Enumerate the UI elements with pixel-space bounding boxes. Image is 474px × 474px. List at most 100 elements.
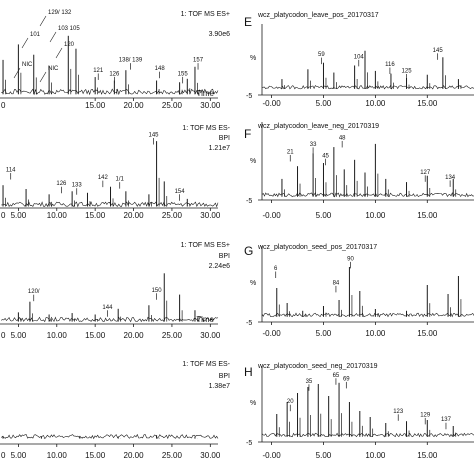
peak-label-157: 157 — [193, 58, 204, 64]
top-left-label-cluster: 129/ 132 101 103 105 120 NIC NIC — [13, 10, 80, 83]
x-tick-label: 30.00 — [200, 451, 221, 460]
x-tick-label: 15.00 — [417, 451, 438, 460]
peak-label-120: 120/ — [28, 289, 40, 295]
chart-panel-G: 6 84 90 -0.00 5.00 10.00 15.00 G wcz_platycodon_… — [244, 244, 474, 338]
panel-letter: E — [244, 15, 252, 29]
x-tick-label: 15.00 — [417, 211, 438, 220]
header-line-2: BPI — [219, 135, 230, 142]
y-tick-label: -5 — [246, 93, 252, 100]
peak-label-69: 69 — [343, 376, 350, 382]
chart-panel-left-1: 121 126 138/ 139 148 155 157 15.00 20.00 25.00 30… — [0, 11, 230, 110]
cluster-arrow-1 — [39, 15, 47, 27]
y-axis-label: % — [250, 158, 256, 165]
x-tick-label: 10.00 — [47, 451, 68, 460]
x-tick-label: 20.00 — [124, 101, 145, 110]
baseline-trace — [262, 85, 474, 90]
baseline-trace — [261, 192, 474, 198]
peak-label-20: 20 — [287, 399, 294, 405]
x-tick-label: 15.00 — [85, 331, 106, 340]
x-tick-label: 5.00 — [316, 329, 332, 338]
baseline-trace — [1, 201, 219, 208]
peak-label-33: 33 — [310, 142, 317, 148]
peak-label-134: 134 — [445, 175, 456, 181]
x-tick-label: 5.00 — [11, 331, 27, 340]
header-line-1: 1: TOF MS ES+ — [181, 11, 230, 18]
baseline-trace — [261, 432, 474, 438]
header-line-2: BPI — [219, 253, 230, 260]
peak-label-21: 21 — [287, 149, 294, 155]
peak-label-90: 90 — [347, 256, 354, 262]
x-tick-label: 30.00 — [200, 211, 221, 220]
peak-label-126: 126 — [56, 181, 67, 187]
x-tick-label: 10.00 — [365, 451, 386, 460]
y-axis-label: % — [250, 280, 256, 287]
peak-label-104: 104 — [354, 54, 365, 60]
peak-label-11: 1/1 — [116, 177, 125, 183]
panel-letter: F — [244, 127, 251, 141]
y-axis-label: % — [250, 55, 256, 62]
peak-label-137: 137 — [441, 417, 452, 423]
peak-label-155: 155 — [178, 71, 189, 77]
x-tick-label: 15.00 — [417, 99, 438, 108]
chart-panel-E: 59 104 116 125 145 -0.00 5.00 10.00 15.00 E wcz_pl… — [244, 12, 474, 108]
x-tick-label: 15.00 — [85, 451, 106, 460]
y-tick-label: -5 — [246, 198, 252, 205]
cluster-label-1: 129/ 132 — [48, 10, 72, 16]
peak-label-138139: 138/ 139 — [119, 58, 143, 64]
peak-label-6: 6 — [274, 266, 278, 272]
peak-label-142: 142 — [98, 175, 109, 181]
peak-label-121: 121 — [93, 68, 104, 74]
baseline-trace — [1, 433, 219, 440]
x-tick-label-partial: 0 — [1, 211, 6, 220]
peak-label-35: 35 — [306, 379, 313, 385]
x-tick-label: 15.00 — [85, 101, 106, 110]
chart-title: wcz_platycodon_seed_pos_20170317 — [257, 244, 377, 251]
y-axis-label: % — [250, 400, 256, 407]
x-tick-label: 10.00 — [365, 211, 386, 220]
peak-label-133: 133 — [72, 183, 83, 189]
peak-label-144: 144 — [102, 305, 113, 311]
peak-label-154: 154 — [175, 189, 186, 195]
peak-label-116: 116 — [385, 62, 395, 68]
y-tick-label: -5 — [246, 440, 252, 447]
x-tick-label: 10.00 — [47, 331, 68, 340]
x-tick-label: 15.00 — [85, 211, 106, 220]
header-line-3: 2.24e6 — [209, 263, 231, 270]
peak-label-145: 145 — [149, 133, 160, 139]
x-tick-label: 5.00 — [11, 211, 27, 220]
cluster-label-3: 103 105 — [58, 26, 80, 32]
x-tick-label: -0.00 — [262, 99, 281, 108]
x-tick-label-partial: 0 — [1, 101, 6, 110]
x-tick-label: 20.00 — [124, 451, 145, 460]
x-tick-label: 30.00 — [200, 101, 221, 110]
cluster-arrow-3 — [49, 31, 57, 43]
chart-title: wcz_platycodon_leave_neg_20170319 — [257, 123, 379, 130]
cluster-arrow-5 — [13, 67, 21, 79]
x-tick-label: 20.00 — [124, 211, 145, 220]
header-line-1: 1: TOF MS ES- — [182, 361, 230, 368]
panel-letter: G — [244, 244, 253, 258]
x-axis-label: Time — [197, 315, 215, 324]
x-tick-label: -0.00 — [262, 329, 281, 338]
header-line-3: 1.21e7 — [209, 145, 231, 152]
x-tick-label: 10.00 — [365, 99, 386, 108]
chart-panel-left-3: 120/144 150 5.00 10.00 15.00 20.00 25.00 30.00 0… — [0, 242, 230, 340]
x-axis-label: Time — [197, 89, 215, 98]
x-tick-label-partial: 0 — [1, 451, 6, 460]
x-tick-label: 10.00 — [365, 329, 386, 338]
x-tick-label: 30.00 — [200, 331, 221, 340]
x-tick-label: 25.00 — [162, 331, 183, 340]
header-line-2: BPI — [219, 373, 230, 380]
baseline-trace — [261, 312, 474, 318]
x-tick-label: -0.00 — [262, 211, 281, 220]
y-tick-label: -5 — [246, 320, 252, 327]
x-tick-label: 25.00 — [162, 101, 183, 110]
peak-label-48: 48 — [339, 135, 346, 141]
peak-label-59: 59 — [318, 52, 325, 58]
panel-letter: H — [244, 365, 253, 379]
cluster-arrow-4 — [55, 47, 63, 59]
peak-label-123: 123 — [393, 409, 404, 415]
chart-panel-left-4: 5.00 10.00 15.00 20.00 25.00 30.00 0 1: TOF MS … — [0, 361, 231, 460]
